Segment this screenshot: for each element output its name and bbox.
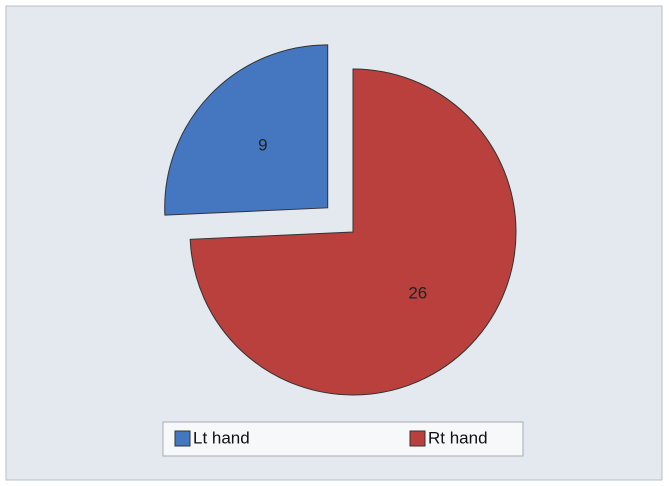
legend-swatch [409,430,426,447]
legend-box [162,421,524,457]
legend-label: Lt hand [193,428,250,447]
pie-slice [164,44,329,216]
pie-slice [189,68,517,396]
data-label: 9 [258,135,267,154]
data-label: 26 [408,283,427,302]
legend-label: Rt hand [428,428,488,447]
legend-swatch [174,430,191,447]
